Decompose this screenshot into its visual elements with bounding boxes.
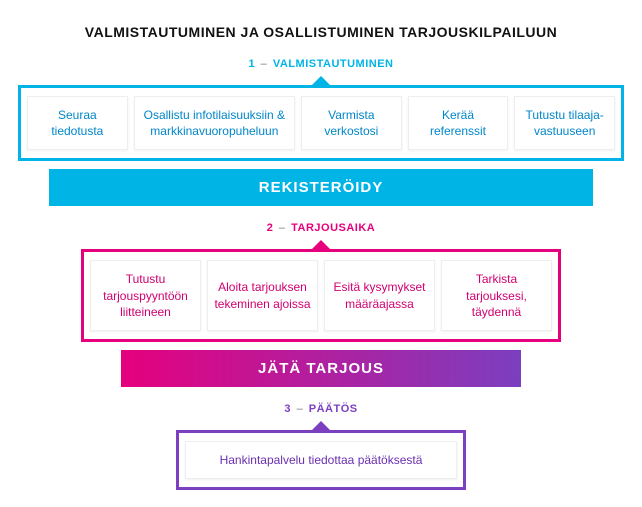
section3-pointer — [312, 421, 330, 430]
section1-card: Kerää referenssit — [408, 96, 509, 150]
dash: – — [297, 403, 303, 415]
section1-pointer — [312, 76, 330, 85]
section3-num: 3 — [284, 403, 290, 415]
section1-label: 1 – VALMISTAUTUMINEN — [18, 58, 624, 70]
section1-card: Osallistu infotilaisuuksiin & markkinavu… — [134, 96, 295, 150]
section2-panel: Tutustu tarjouspyyntöön liitteineen Aloi… — [81, 249, 561, 342]
section2-card: Tutustu tarjouspyyntöön liitteineen — [90, 260, 201, 331]
section3-card: Hankintapalvelu tiedottaa päätöksestä — [185, 441, 457, 479]
dash: – — [261, 58, 267, 70]
section3-panel: Hankintapalvelu tiedottaa päätöksestä — [176, 430, 466, 490]
section3-text: PÄÄTÖS — [309, 403, 358, 415]
section2-banner: JÄTÄ TARJOUS — [121, 350, 521, 387]
section2-num: 2 — [267, 222, 273, 234]
section1-card: Tutustu tilaaja-vastuuseen — [514, 96, 615, 150]
section1-panel: Seuraa tiedotusta Osallistu infotilaisuu… — [18, 85, 624, 161]
section1-card: Seuraa tiedotusta — [27, 96, 128, 150]
section2-card: Aloita tarjouksen tekeminen ajoissa — [207, 260, 318, 331]
section2-pointer — [312, 240, 330, 249]
section3-label: 3 – PÄÄTÖS — [18, 403, 624, 415]
section2-text: TARJOUSAIKA — [291, 222, 375, 234]
section1-card: Varmista verkostosi — [301, 96, 402, 150]
section1-num: 1 — [248, 58, 254, 70]
section2-card: Tarkista tarjouksesi, täydennä — [441, 260, 552, 331]
section1-text: VALMISTAUTUMINEN — [273, 58, 394, 70]
dash: – — [279, 222, 285, 234]
section2-label: 2 – TARJOUSAIKA — [18, 222, 624, 234]
section2-card: Esitä kysymykset määräajassa — [324, 260, 435, 331]
section1-banner: REKISTERÖIDY — [49, 169, 593, 206]
diagram-title: VALMISTAUTUMINEN JA OSALLISTUMINEN TARJO… — [18, 24, 624, 40]
